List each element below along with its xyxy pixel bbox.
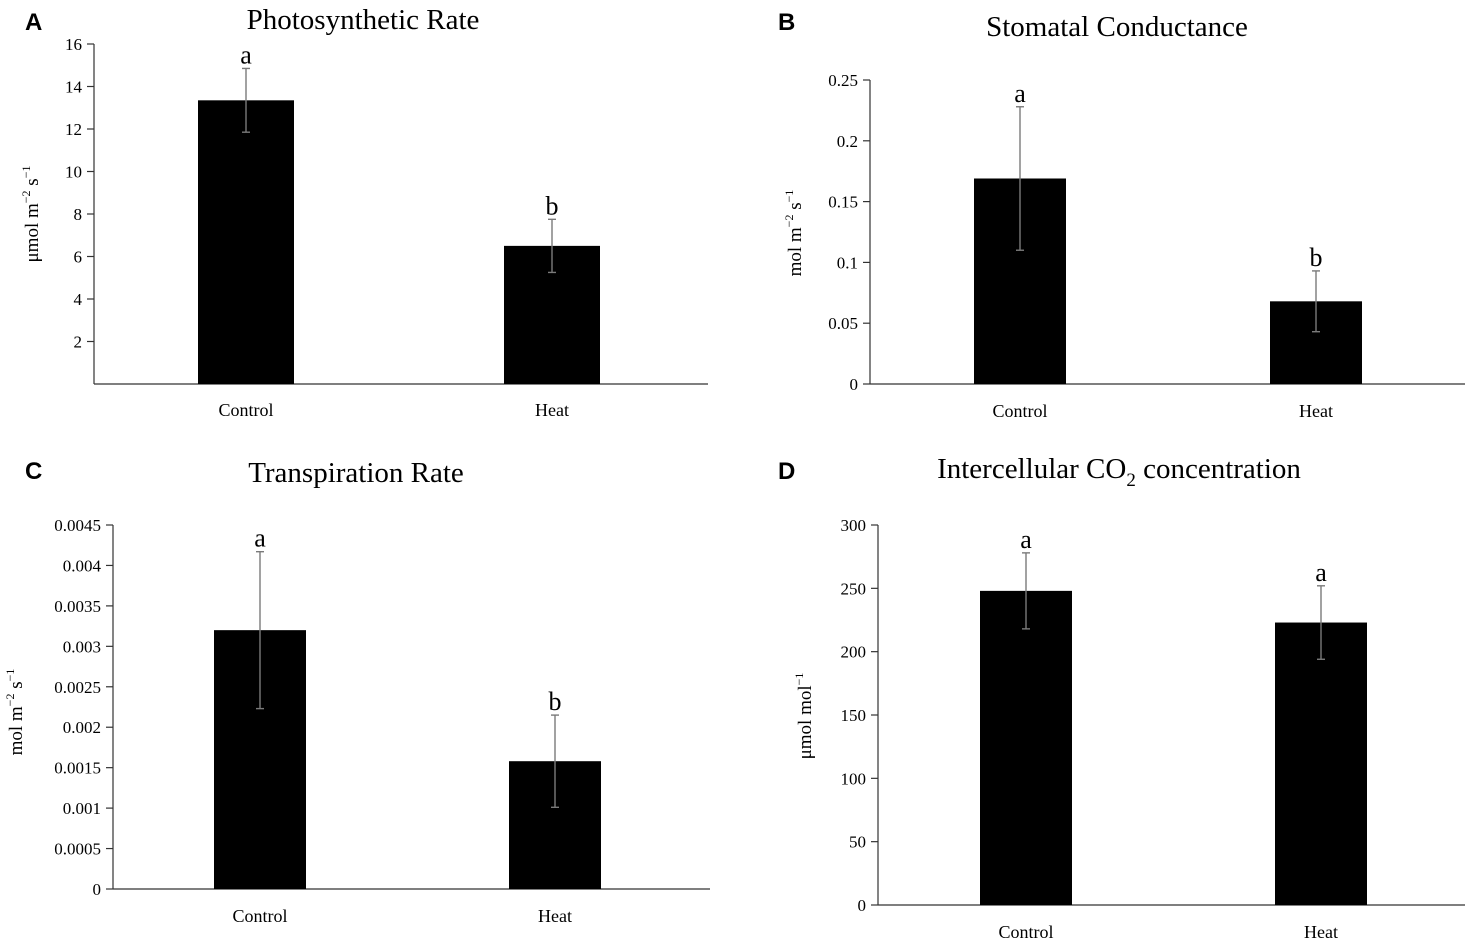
y-tick-label-c: 0.0035 [54,597,101,616]
chart-title-a: Photosynthetic Rate [247,4,480,36]
y-tick-label-b: 0.2 [837,132,858,151]
y-tick-label-c: 0.0015 [54,759,101,778]
y-axis-label-d: μmol mol−1 [792,673,816,760]
y-tick-label-c: 0.004 [63,556,102,575]
y-tick-label-b: 0.1 [837,253,858,272]
x-category-label-d: Heat [1304,922,1338,942]
x-category-label-b: Heat [1299,401,1333,421]
y-tick-label-a: 16 [65,35,82,54]
y-tick-label-a: 8 [74,205,83,224]
y-tick-label-a: 12 [65,120,82,139]
panel-d: D Intercellular CO2 concentration μmol m… [778,453,1465,942]
y-tick-label-b: 0.05 [828,314,858,333]
panel-a: A Photosynthetic Rate μmol m−2 s−1 2 4 6 8 1… [19,4,708,420]
x-category-label-d: Control [998,922,1053,942]
y-tick-label-d: 150 [841,706,867,725]
significance-letter-a: b [546,191,559,220]
chart-title-d: Intercellular CO2 concentration [937,453,1301,491]
y-tick-label-a: 4 [74,290,83,309]
x-category-label-b: Control [992,401,1047,421]
y-tick-label-c: 0.0005 [54,840,101,859]
panel-letter-d: D [778,458,795,485]
significance-letter-c: a [254,524,266,553]
bar-d-control [980,590,1072,905]
y-tick-label-c: 0.0025 [54,678,101,697]
panel-letter-a: A [25,9,42,36]
y-tick-label-d: 300 [841,516,867,535]
y-tick-label-d: 100 [841,769,867,788]
significance-letter-b: b [1310,243,1323,272]
y-axis-label-c: mol m−2 s−1 [3,669,27,756]
y-tick-label-c: 0 [93,880,102,899]
bar-a-control [198,100,294,384]
x-category-label-c: Heat [538,906,572,926]
chart-title-b: Stomatal Conductance [986,11,1248,43]
bar-d-heat [1275,622,1367,905]
panel-letter-c: C [25,458,42,485]
y-tick-label-d: 200 [841,643,867,662]
y-tick-label-a: 6 [74,248,83,267]
panel-letter-b: B [778,9,795,36]
y-tick-label-d: 50 [849,833,866,852]
x-category-label-a: Heat [535,400,569,420]
significance-letter-d: a [1020,525,1032,554]
y-tick-label-c: 0.003 [63,637,101,656]
y-tick-label-a: 14 [65,78,83,97]
y-tick-label-b: 0.25 [828,71,858,90]
y-axis-label-a: μmol m−2 s−1 [19,166,43,263]
y-tick-label-b: 0.15 [828,193,858,212]
x-category-label-c: Control [232,906,287,926]
panel-b: B Stomatal Conductance mol m−2 s−1 0 0.05… [778,9,1465,421]
panel-c: C Transpiration Rate mol m−2 s−1 0 0.0005… [3,457,710,926]
y-tick-label-c: 0.0045 [54,516,101,535]
y-tick-label-d: 250 [841,579,867,598]
x-category-label-a: Control [218,400,273,420]
y-tick-label-a: 2 [74,333,83,352]
significance-letter-b: a [1014,79,1026,108]
y-tick-label-c: 0.001 [63,799,101,818]
y-tick-label-b: 0 [850,375,859,394]
significance-letter-d: a [1315,558,1327,587]
y-tick-label-c: 0.002 [63,718,101,737]
chart-title-c: Transpiration Rate [248,457,464,489]
y-tick-label-d: 0 [858,896,867,915]
y-axis-label-b: mol m−2 s−1 [782,190,806,277]
significance-letter-c: b [549,687,562,716]
significance-letter-a: a [240,40,252,69]
y-tick-label-a: 10 [65,163,82,182]
